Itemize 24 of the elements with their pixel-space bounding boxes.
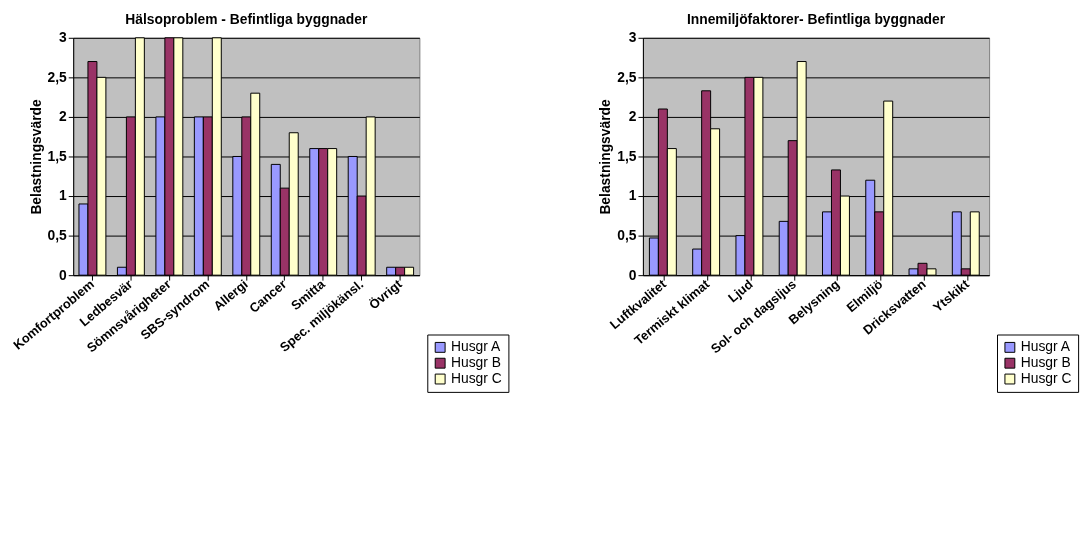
y-tick-label: 0: [628, 266, 637, 283]
y-tick-label: 2: [628, 108, 637, 125]
y-tick-label: 2: [59, 108, 68, 125]
y-tick-label: 0,5: [47, 227, 68, 244]
chart-title: Innemiljöfaktorer- Befintliga byggnader: [686, 10, 946, 27]
y-tick-label: 3: [59, 29, 68, 46]
legend-label: Husgr B: [451, 354, 501, 371]
y-tick-label: 0: [59, 266, 68, 283]
legend-label: Husgr A: [1020, 338, 1071, 355]
y-tick-label: 2,5: [617, 68, 637, 85]
chart-title: Hälsoproblem - Befintliga byggnader: [125, 10, 368, 27]
legend-label: Husgr C: [451, 369, 502, 386]
legend-label: Husgr B: [1020, 354, 1071, 371]
y-tick-label: 3: [628, 29, 637, 46]
y-tick-label: 0,5: [617, 227, 637, 244]
y-tick-label: 1,5: [47, 147, 68, 164]
legend-label: Husgr C: [1020, 369, 1072, 386]
y-axis-title: Belastningsvärde: [27, 99, 44, 215]
y-axis-title: Belastningsvärde: [597, 99, 614, 215]
y-tick-label: 1: [59, 187, 68, 204]
y-tick-label: 2,5: [47, 68, 68, 85]
legend-label: Husgr A: [451, 338, 501, 355]
y-tick-label: 1,5: [617, 147, 637, 164]
y-tick-label: 1: [628, 187, 637, 204]
